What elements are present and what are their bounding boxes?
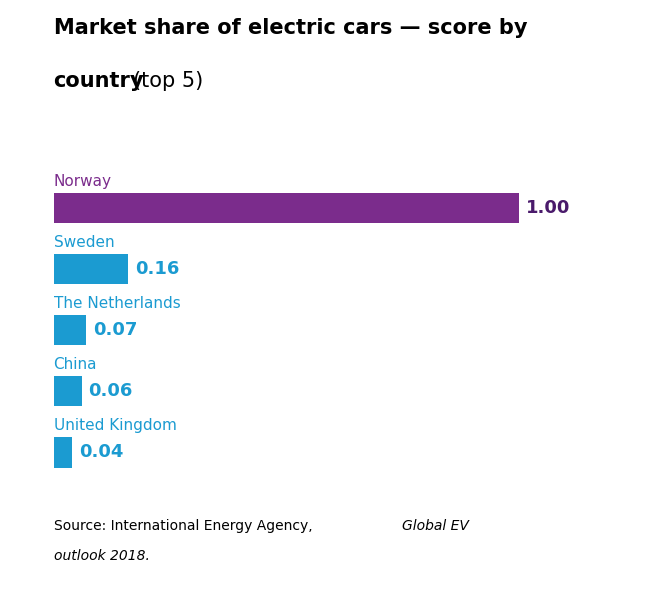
Text: (top 5): (top 5): [133, 71, 203, 91]
Text: Market share of electric cars — score by: Market share of electric cars — score by: [54, 18, 527, 38]
Text: country: country: [54, 71, 144, 91]
Text: United Kingdom: United Kingdom: [54, 418, 176, 433]
Bar: [54, 193, 519, 223]
Bar: [54, 437, 72, 467]
Text: 0.06: 0.06: [88, 382, 133, 400]
Text: Source: International Energy Agency,: Source: International Energy Agency,: [54, 519, 317, 533]
Text: The Netherlands: The Netherlands: [54, 296, 180, 311]
Text: 1.00: 1.00: [526, 199, 571, 217]
Bar: [54, 376, 82, 406]
Bar: [54, 254, 128, 284]
Text: Global EV: Global EV: [402, 519, 469, 533]
Text: 0.16: 0.16: [135, 260, 180, 278]
Text: 0.07: 0.07: [93, 321, 137, 339]
Text: 0.04: 0.04: [79, 443, 123, 461]
Text: outlook 2018.: outlook 2018.: [54, 549, 149, 563]
Text: China: China: [54, 357, 97, 372]
Text: Sweden: Sweden: [54, 235, 114, 250]
Text: Norway: Norway: [54, 174, 112, 189]
Bar: [54, 315, 86, 346]
